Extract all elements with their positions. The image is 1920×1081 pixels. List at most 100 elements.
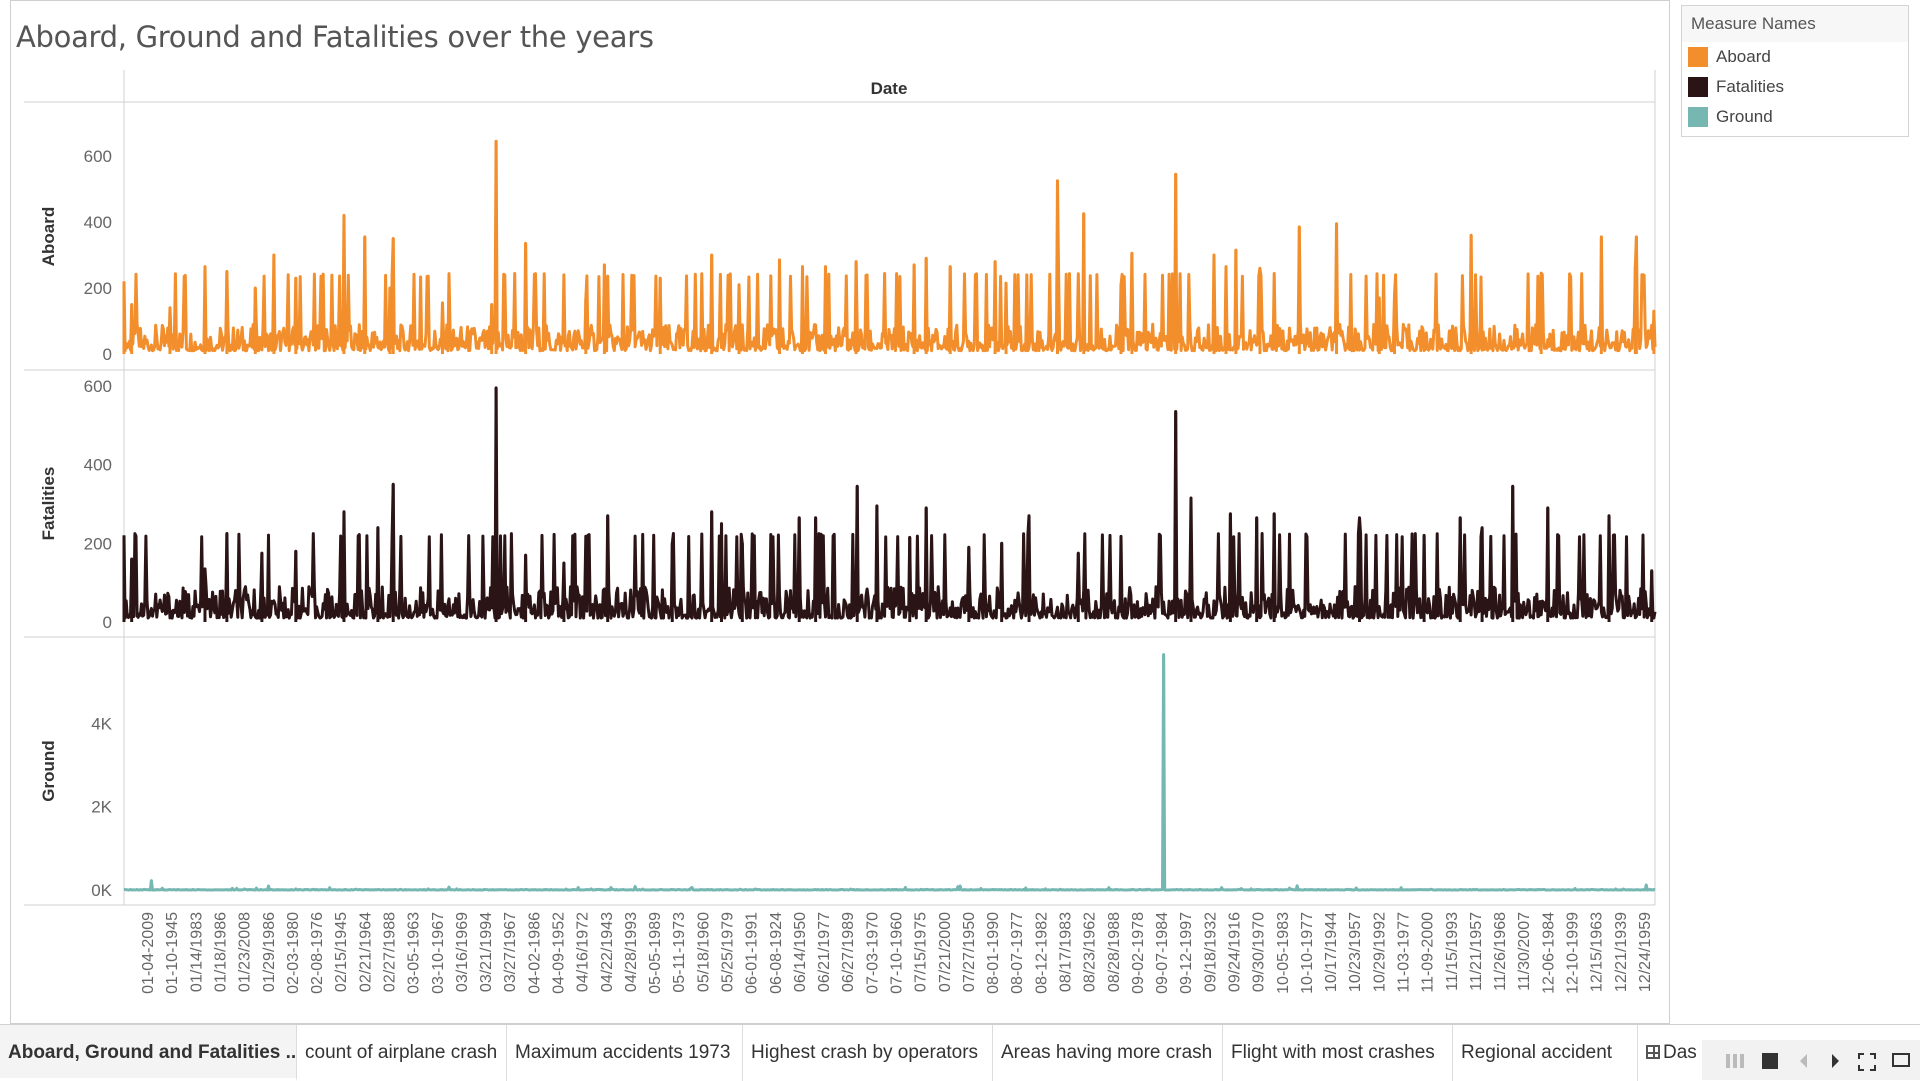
x-tick-label: 10-10-1977	[1299, 912, 1316, 994]
legend-swatch-aboard	[1688, 47, 1708, 67]
x-tick-label: 01/18/1986	[213, 912, 230, 992]
tab-regional-accident[interactable]: Regional accident	[1453, 1025, 1638, 1081]
x-tick-label: 10-05-1983	[1275, 912, 1292, 994]
legend-swatch-ground	[1688, 107, 1708, 127]
y-tick-label: 2K	[91, 798, 112, 817]
x-tick-label: 11-03-1977	[1396, 912, 1413, 993]
x-tick-label: 03-05-1963	[406, 912, 423, 994]
x-tick-label: 12-06-1984	[1540, 912, 1557, 994]
legend-item-fatalities[interactable]: Fatalities	[1682, 72, 1908, 102]
x-tick-label: 09/24/1916	[1227, 912, 1244, 992]
x-tick-label: 04-09-1952	[551, 912, 568, 994]
x-tick-label: 05/18/1960	[695, 912, 712, 992]
x-tick-label: 08/28/1988	[1106, 912, 1123, 992]
x-tick-label: 03-10-1967	[430, 912, 447, 994]
view-frame	[10, 0, 1670, 1024]
axis-label-ground: Ground	[39, 740, 58, 801]
y-tick-label: 400	[84, 456, 112, 475]
sheet-title: Aboard, Ground and Fatalities over the y…	[16, 20, 654, 54]
x-tick-label: 01-10-1945	[164, 912, 181, 994]
panel-fatalities: Fatalities 0 200 400 600	[24, 377, 1657, 638]
tab-count-of-airplane-crash[interactable]: count of airplane crash	[297, 1025, 507, 1081]
x-tick-label: 08-07-1977	[1009, 912, 1026, 994]
tab-highest-crash-by-operators[interactable]: Highest crash by operators	[743, 1025, 993, 1081]
legend-item-ground[interactable]: Ground	[1682, 102, 1908, 132]
x-tick-label: 12-10-1999	[1565, 912, 1582, 994]
series-line-ground	[123, 653, 1656, 892]
axis-label-aboard: Aboard	[39, 207, 58, 267]
fit-screen-icon[interactable]	[1858, 1053, 1876, 1071]
y-tick-label: 4K	[91, 714, 112, 733]
x-tick-label: 07-10-1960	[889, 912, 906, 994]
sheet-sorter-icon[interactable]	[1726, 1054, 1744, 1068]
x-tick-label: 02/27/1988	[382, 912, 399, 992]
x-tick-label: 08-12-1982	[1033, 912, 1050, 994]
tab-dashboard[interactable]: Das	[1638, 1025, 1702, 1081]
x-tick-label: 06/21/1977	[816, 912, 833, 992]
legend-swatch-fatalities	[1688, 77, 1708, 97]
x-tick-label: 05-11-1973	[671, 912, 688, 993]
x-tick-label: 12/24/1959	[1637, 912, 1654, 992]
legend-label-aboard: Aboard	[1716, 47, 1771, 66]
tab-maximum-accidents-1973[interactable]: Maximum accidents 1973	[507, 1025, 743, 1081]
tab-aboard-ground-fatalities[interactable]: Aboard, Ground and Fatalities ...	[0, 1025, 297, 1081]
axis-label-fatalities: Fatalities	[39, 467, 58, 541]
legend-title: Measure Names	[1682, 6, 1908, 42]
x-tick-label: 05-05-1989	[647, 912, 664, 994]
legend-item-aboard[interactable]: Aboard	[1682, 42, 1908, 72]
x-tick-label: 02-03-1980	[285, 912, 302, 994]
x-tick-label: 10/29/1992	[1371, 912, 1388, 992]
legend-label-fatalities: Fatalities	[1716, 77, 1785, 96]
y-tick-label: 200	[84, 534, 112, 553]
next-sheet-icon[interactable]	[1832, 1054, 1839, 1068]
y-tick-label: 0K	[91, 881, 112, 900]
filmstrip-icon[interactable]	[1762, 1053, 1778, 1069]
tab-flight-with-most-crashes[interactable]: Flight with most crashes	[1223, 1025, 1453, 1081]
column-header-date: Date	[871, 79, 908, 98]
tab-dashboard-label: Das	[1663, 1042, 1697, 1063]
x-tick-label: 08/23/1962	[1082, 912, 1099, 992]
panel-aboard: Aboard 0 200 400 600	[24, 139, 1657, 371]
x-tick-label: 03/16/1969	[454, 912, 471, 992]
x-tick-label: 10/17/1944	[1323, 912, 1340, 992]
x-tick-label: 06-01-1991	[744, 912, 761, 994]
x-tick-label: 11/26/1968	[1492, 912, 1509, 991]
sheet-tab-bar: Aboard, Ground and Fatalities ... count …	[0, 1024, 1920, 1081]
y-tick-label: 0	[103, 345, 112, 364]
x-tick-label: 02/15/1945	[333, 912, 350, 992]
legend-label-ground: Ground	[1716, 107, 1773, 126]
x-tick-label: 02-08-1976	[309, 912, 326, 994]
x-tick-label: 06/27/1989	[840, 912, 857, 992]
sheet-navigation-controls	[1702, 1040, 1920, 1080]
line-chart: Date Aboard 0 200 400 600 Fatalities 0 200 400 600…	[24, 70, 1657, 994]
x-tick-label: 04-02-1986	[526, 912, 543, 994]
x-tick-label: 09/30/1970	[1251, 912, 1268, 992]
previous-sheet-icon[interactable]	[1800, 1054, 1807, 1068]
x-tick-label: 11/15/1993	[1444, 912, 1461, 991]
x-tick-label: 01/29/1986	[261, 912, 278, 992]
x-tick-label: 06-08-1924	[768, 912, 785, 994]
series-line-aboard	[122, 139, 1657, 353]
x-tick-label: 12/21/1939	[1613, 912, 1630, 992]
x-tick-label: 03/27/1967	[502, 912, 519, 992]
tab-areas-having-more-crash[interactable]: Areas having more crash	[993, 1025, 1223, 1081]
y-tick-label: 600	[84, 377, 112, 396]
x-tick-label: 01/23/2008	[237, 912, 254, 992]
x-tick-label: 11/30/2007	[1516, 912, 1533, 991]
x-tick-label: 07/21/2000	[937, 912, 954, 992]
x-tick-label: 01/14/1983	[188, 912, 205, 992]
legend: Measure Names Aboard Fatalities Ground	[1681, 5, 1909, 137]
x-tick-label: 09-12-1997	[1178, 912, 1195, 994]
presentation-mode-icon[interactable]	[1892, 1053, 1910, 1067]
x-tick-label: 08/17/1983	[1058, 912, 1075, 992]
dashboard-icon	[1646, 1045, 1660, 1059]
x-tick-label: 06/14/1950	[792, 912, 809, 992]
y-tick-label: 600	[84, 147, 112, 166]
x-tick-label: 05/25/1979	[720, 912, 737, 992]
x-tick-label: 08-01-1990	[985, 912, 1002, 994]
x-tick-label: 07-03-1970	[864, 912, 881, 994]
panel-ground: Ground 0K 2K 4K	[24, 653, 1656, 906]
x-tick-label: 10/23/1957	[1347, 912, 1364, 992]
y-tick-label: 0	[103, 613, 112, 632]
x-tick-label: 04/28/1993	[623, 912, 640, 992]
